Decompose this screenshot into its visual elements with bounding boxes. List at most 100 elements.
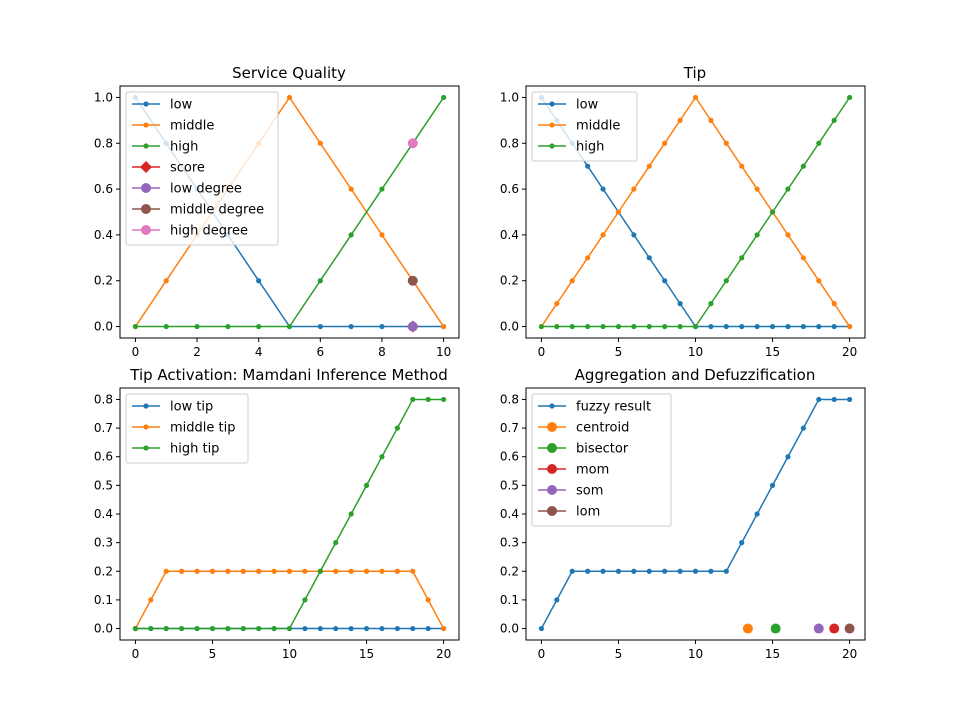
data-point xyxy=(379,454,385,460)
data-point xyxy=(333,625,339,632)
legend-entry: high xyxy=(538,140,604,155)
marker-point xyxy=(829,623,840,634)
data-point xyxy=(132,323,139,330)
data-point xyxy=(816,323,822,330)
subplot-tip: Tip 0 5 10 15 20 0.0 0.2 0.4 0.6 0.8 1.0 low middle h… xyxy=(500,64,866,359)
data-point xyxy=(723,140,729,146)
legend-label: lom xyxy=(576,505,600,520)
data-point xyxy=(425,396,431,403)
data-point xyxy=(179,625,185,632)
data-point xyxy=(708,301,714,307)
data-point xyxy=(708,568,714,574)
data-point xyxy=(425,597,431,603)
legend-label: low degree xyxy=(170,182,242,197)
marker-point xyxy=(844,623,855,634)
data-point xyxy=(348,568,354,574)
x-tick-label: 4 xyxy=(255,345,263,359)
y-tick-label: 0.2 xyxy=(500,564,519,578)
legend-marker xyxy=(143,424,149,430)
y-tick-label: 0.8 xyxy=(500,136,519,150)
y-tick-label: 0.4 xyxy=(500,507,519,521)
legend-label: middle xyxy=(170,119,214,134)
data-point xyxy=(646,323,652,330)
data-point xyxy=(348,625,354,632)
data-point xyxy=(739,323,745,330)
data-point xyxy=(754,323,760,330)
data-point xyxy=(708,117,714,123)
legend-label: bisector xyxy=(576,442,629,457)
y-tick-label: 0.2 xyxy=(94,564,113,578)
data-point xyxy=(692,323,699,330)
legend-label: high tip xyxy=(170,442,219,457)
data-point xyxy=(148,597,154,603)
data-point xyxy=(615,568,622,574)
data-point xyxy=(600,232,606,238)
x-tick-label: 10 xyxy=(688,345,703,359)
legend-marker xyxy=(549,143,555,149)
legend-entry: middle xyxy=(538,119,620,134)
y-tick-label: 0.0 xyxy=(500,320,519,334)
data-point xyxy=(348,323,354,330)
series-high-tip xyxy=(132,396,447,632)
legend: low tip middle tip high tip xyxy=(125,393,249,464)
data-point xyxy=(692,94,699,101)
legend-entry: low tip xyxy=(132,400,213,415)
data-point xyxy=(240,625,246,632)
legend-box xyxy=(531,91,638,162)
data-point xyxy=(440,625,447,632)
series-lom xyxy=(844,623,855,634)
data-point xyxy=(538,625,545,632)
series-middle-degree xyxy=(407,275,418,286)
data-point xyxy=(754,232,760,238)
subplot-aggregation: Aggregation and Defuzzification 0 5 10 15 20… xyxy=(500,366,866,661)
data-point xyxy=(769,323,776,330)
data-point xyxy=(148,625,154,632)
legend-label: fuzzy result xyxy=(576,400,651,415)
data-point xyxy=(739,255,745,261)
x-tick-label: 5 xyxy=(615,647,623,661)
data-point xyxy=(194,323,200,330)
data-point xyxy=(800,425,806,431)
legend-entry: high xyxy=(132,140,198,155)
x-tick-label: 15 xyxy=(765,345,780,359)
data-point xyxy=(569,278,575,284)
data-point xyxy=(785,323,791,330)
data-point xyxy=(615,209,622,215)
legend-marker xyxy=(143,143,149,149)
subplot-tip-activation: Tip Activation: Mamdani Inference Method… xyxy=(94,366,460,661)
marker-point xyxy=(407,138,418,149)
data-point xyxy=(410,625,416,632)
y-tick-label: 0.0 xyxy=(94,320,113,334)
data-point xyxy=(723,278,729,284)
x-tick-label: 2 xyxy=(193,345,201,359)
data-point xyxy=(600,568,606,574)
data-point xyxy=(286,323,293,330)
data-point xyxy=(348,232,354,238)
data-point xyxy=(615,323,622,330)
data-point xyxy=(302,597,308,603)
y-tick-label: 0.5 xyxy=(94,478,113,492)
x-tick-label: 20 xyxy=(436,647,451,661)
data-point xyxy=(662,568,668,574)
marker-point xyxy=(813,623,824,634)
y-tick-label: 0.7 xyxy=(500,421,519,435)
data-point xyxy=(554,301,560,307)
legend-entry: mom xyxy=(538,463,609,478)
y-tick-label: 0.6 xyxy=(500,182,519,196)
x-tick-label: 0 xyxy=(538,345,546,359)
y-tick-label: 0.7 xyxy=(94,421,113,435)
data-point xyxy=(800,323,806,330)
data-point xyxy=(163,625,169,632)
legend-marker xyxy=(547,464,557,474)
data-point xyxy=(317,625,323,632)
data-point xyxy=(662,323,668,330)
data-point xyxy=(379,568,385,574)
data-point xyxy=(271,568,277,574)
x-tick-label: 0 xyxy=(132,647,140,661)
x-tick-label: 0 xyxy=(538,647,546,661)
data-point xyxy=(348,186,354,192)
marker-point xyxy=(770,623,781,634)
data-point xyxy=(538,323,545,330)
y-tick-label: 0.8 xyxy=(94,136,113,150)
data-point xyxy=(554,323,560,330)
